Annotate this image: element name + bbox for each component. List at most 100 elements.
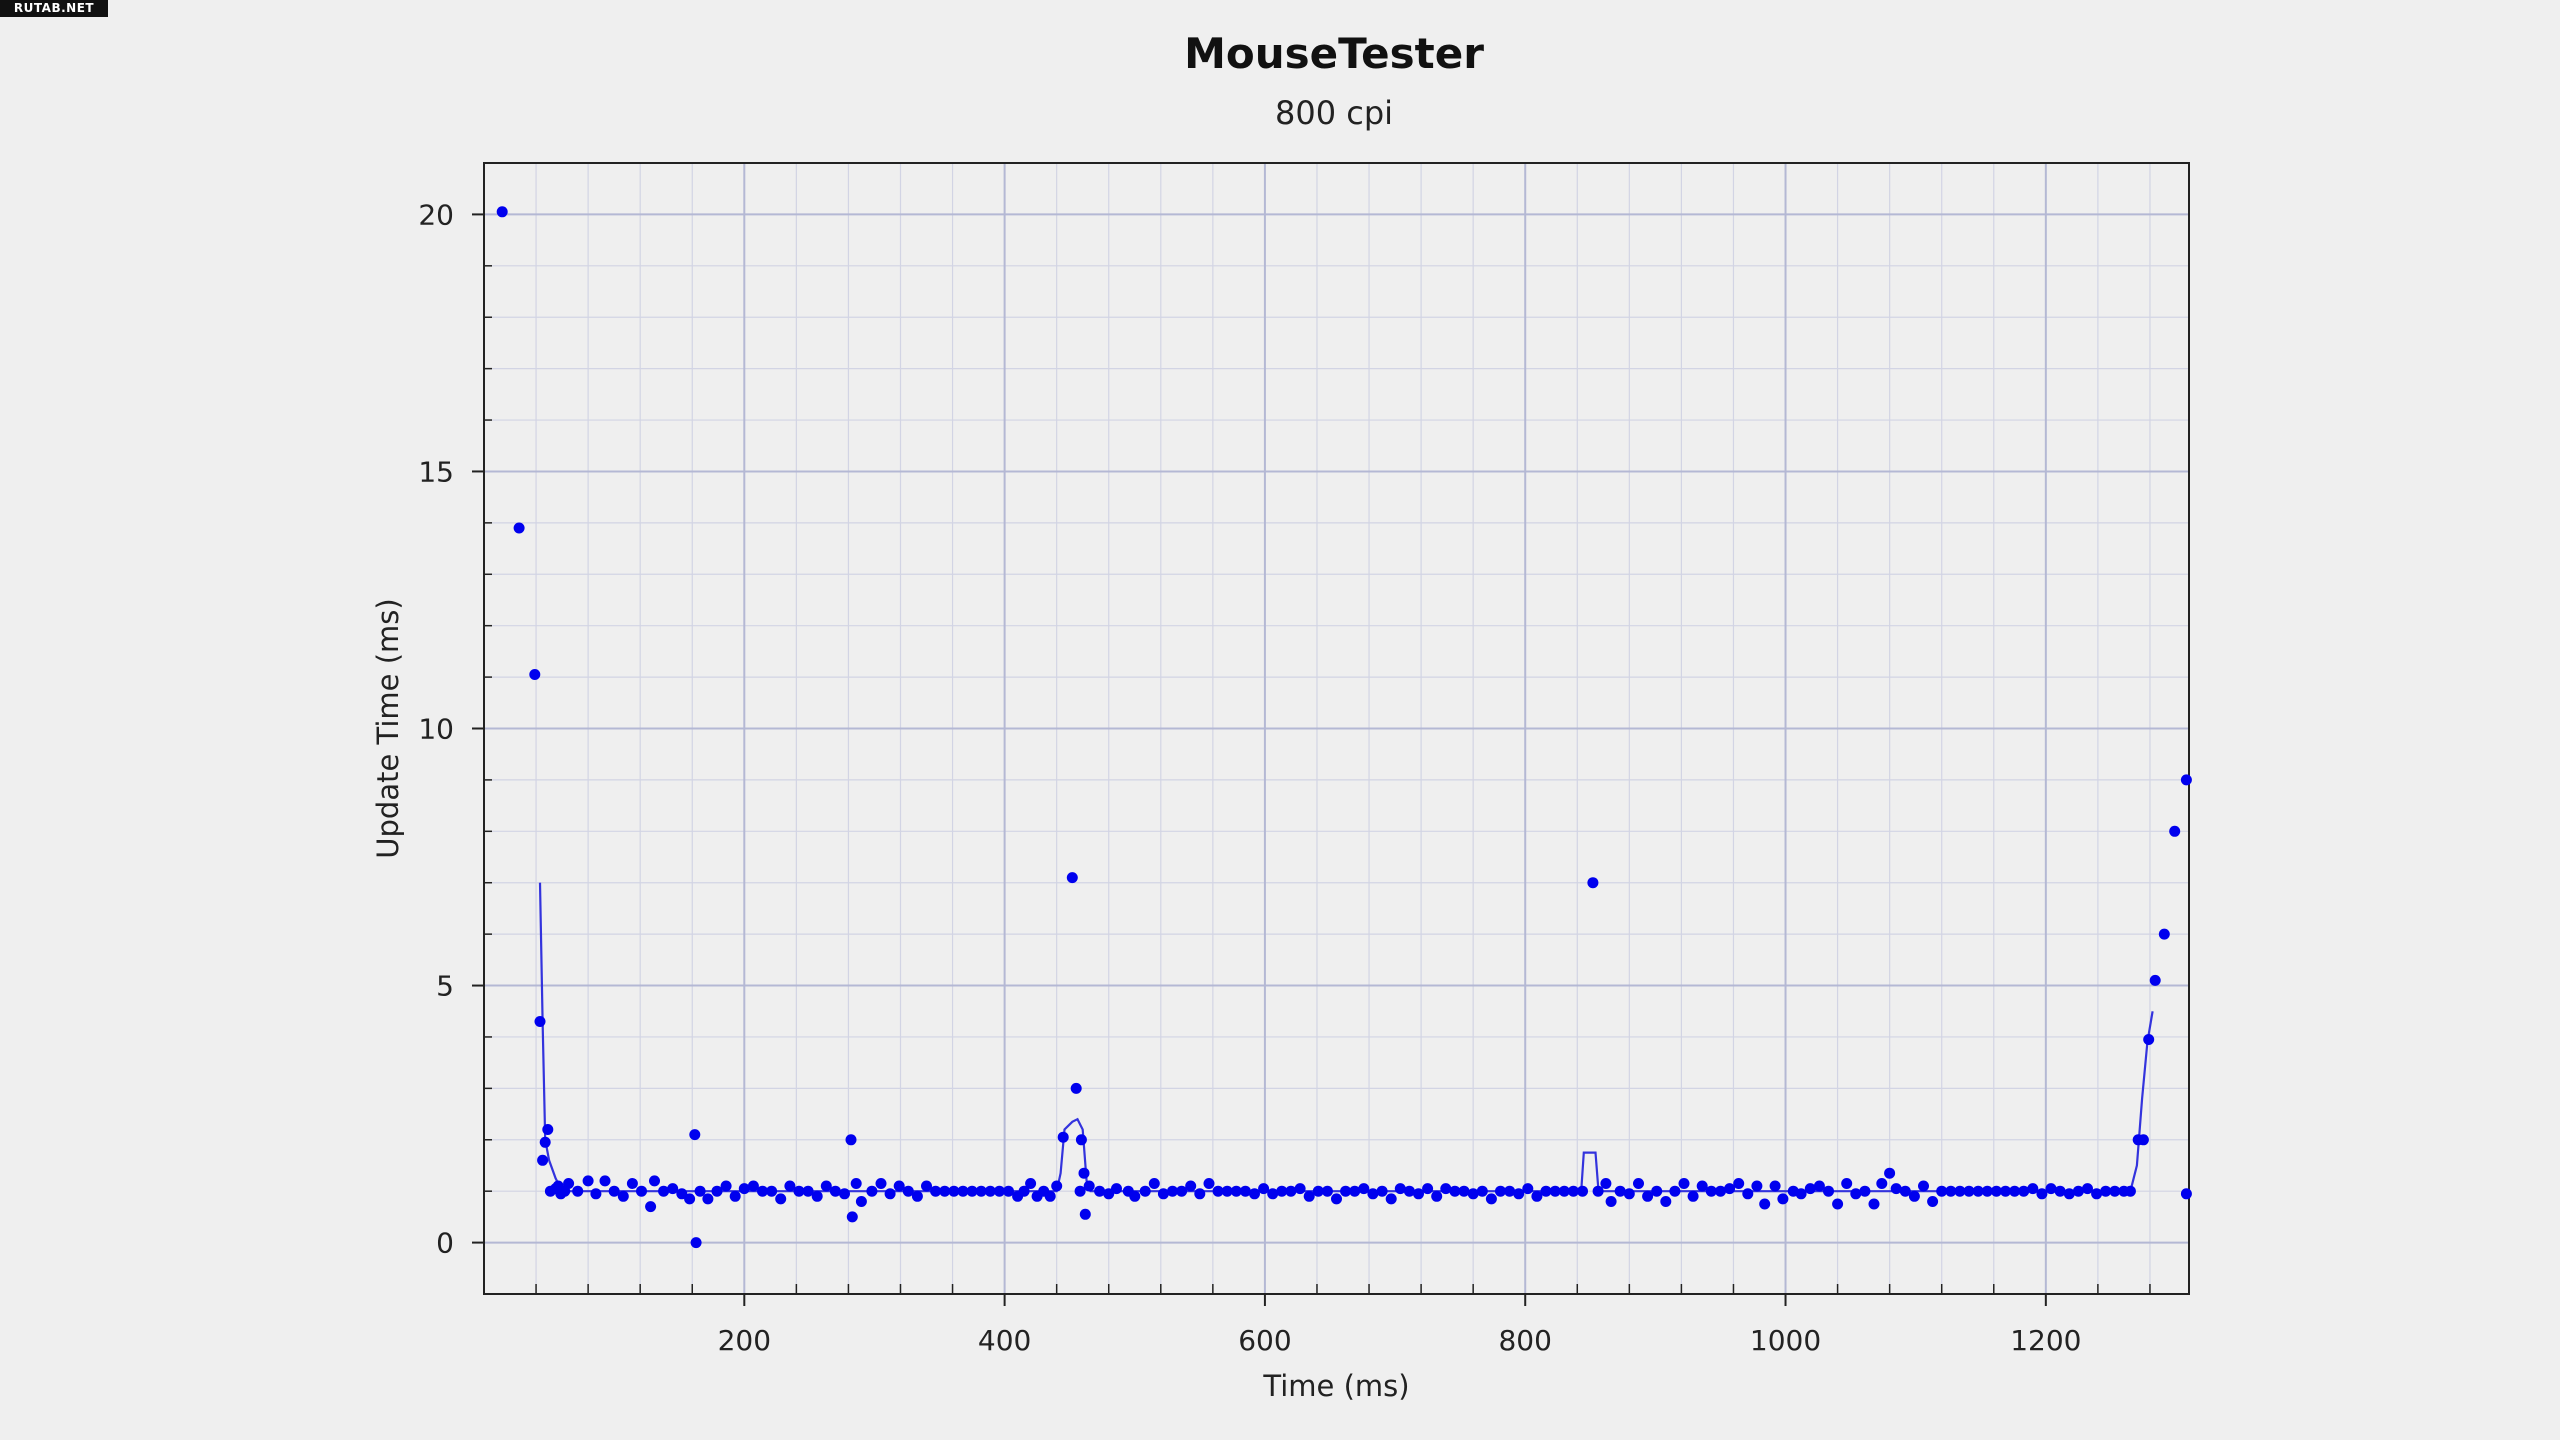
- data-point: [690, 1237, 702, 1249]
- data-point: [1321, 1185, 1333, 1197]
- data-point: [1850, 1188, 1862, 1200]
- data-point: [2063, 1188, 2075, 1200]
- data-point: [893, 1180, 905, 1192]
- data-point: [2018, 1185, 2030, 1197]
- data-point: [957, 1185, 969, 1197]
- data-point: [1057, 1131, 1069, 1143]
- data-point: [1549, 1185, 1561, 1197]
- data-point: [1832, 1198, 1844, 1210]
- data-point: [2091, 1188, 2103, 1200]
- data-point: [1467, 1188, 1479, 1200]
- data-point: [1458, 1185, 1470, 1197]
- data-point: [1230, 1185, 1242, 1197]
- data-point: [1340, 1185, 1352, 1197]
- data-point: [572, 1185, 584, 1197]
- data-point: [839, 1188, 850, 1200]
- data-point: [711, 1185, 723, 1197]
- x-tick-label: 1200: [2010, 1324, 2081, 1357]
- data-point: [1083, 1180, 1095, 1192]
- data-point: [1868, 1198, 1880, 1210]
- data-point: [1963, 1185, 1975, 1197]
- data-point: [1239, 1185, 1251, 1197]
- data-point: [1078, 1167, 1090, 1179]
- data-point: [676, 1188, 688, 1200]
- data-point: [2045, 1183, 2057, 1195]
- data-point: [2027, 1183, 2039, 1195]
- data-point: [1777, 1193, 1789, 1205]
- data-point: [1715, 1185, 1726, 1197]
- data-point: [1294, 1183, 1306, 1195]
- data-point: [1070, 1082, 1082, 1094]
- x-tick-label: 800: [1498, 1324, 1551, 1357]
- x-tick-label: 1000: [1750, 1324, 1821, 1357]
- data-point: [1504, 1185, 1516, 1197]
- data-point: [793, 1185, 805, 1197]
- chart-subtitle: 800 cpi: [1275, 94, 1393, 132]
- data-point: [645, 1201, 657, 1213]
- data-point: [496, 206, 508, 218]
- data-point: [1567, 1185, 1579, 1197]
- data-point: [2100, 1185, 2112, 1197]
- data-point: [747, 1180, 759, 1192]
- data-point: [1148, 1178, 1160, 1189]
- data-point: [608, 1185, 620, 1197]
- data-point: [1823, 1185, 1834, 1197]
- data-point: [902, 1185, 914, 1197]
- data-point: [802, 1185, 814, 1197]
- data-point: [875, 1178, 887, 1189]
- data-point: [845, 1134, 857, 1146]
- data-point: [537, 1154, 549, 1166]
- data-point: [1303, 1190, 1315, 1202]
- data-point: [2109, 1185, 2121, 1197]
- data-point: [1074, 1185, 1086, 1197]
- data-point: [939, 1185, 951, 1197]
- data-point: [1813, 1180, 1825, 1192]
- data-point: [1075, 1134, 1087, 1146]
- data-point: [2169, 825, 2181, 837]
- y-axis-label: Update Time (ms): [371, 598, 405, 858]
- data-point: [1795, 1188, 1807, 1200]
- data-point: [738, 1183, 750, 1195]
- data-point: [1267, 1188, 1279, 1200]
- data-point: [866, 1185, 878, 1197]
- data-point: [1349, 1185, 1361, 1197]
- data-point: [829, 1185, 841, 1197]
- data-point: [1705, 1185, 1717, 1197]
- data-point: [1623, 1188, 1635, 1200]
- data-point: [1285, 1185, 1297, 1197]
- data-point: [1044, 1190, 1056, 1202]
- data-point: [1440, 1183, 1452, 1195]
- data-point: [1413, 1188, 1424, 1200]
- data-point: [2158, 928, 2170, 940]
- data-point: [1733, 1178, 1745, 1189]
- data-point: [1103, 1188, 1115, 1200]
- data-point: [1276, 1185, 1288, 1197]
- series-points: [496, 206, 2192, 1249]
- data-point: [1376, 1185, 1388, 1197]
- data-point: [1167, 1185, 1178, 1197]
- data-point: [2124, 1185, 2136, 1197]
- data-point: [1176, 1185, 1188, 1197]
- data-point: [1194, 1188, 1206, 1200]
- data-point: [930, 1185, 942, 1197]
- data-point: [1258, 1183, 1270, 1195]
- data-point: [694, 1185, 706, 1197]
- data-point: [884, 1188, 896, 1200]
- data-point: [911, 1190, 923, 1202]
- data-point: [1633, 1178, 1644, 1189]
- y-tick-label: 20: [418, 198, 454, 231]
- data-point: [1018, 1185, 1030, 1197]
- data-point: [1129, 1190, 1141, 1202]
- data-point: [626, 1178, 638, 1189]
- data-point: [1249, 1188, 1260, 1200]
- data-point: [1094, 1185, 1106, 1197]
- data-point: [513, 522, 525, 534]
- data-point: [1884, 1167, 1896, 1179]
- data-point: [702, 1193, 714, 1205]
- data-point: [1312, 1185, 1324, 1197]
- data-point: [2149, 974, 2161, 986]
- data-point: [1899, 1185, 1911, 1197]
- data-point: [1972, 1185, 1984, 1197]
- data-point: [1587, 877, 1599, 889]
- y-tick-label: 0: [436, 1227, 454, 1260]
